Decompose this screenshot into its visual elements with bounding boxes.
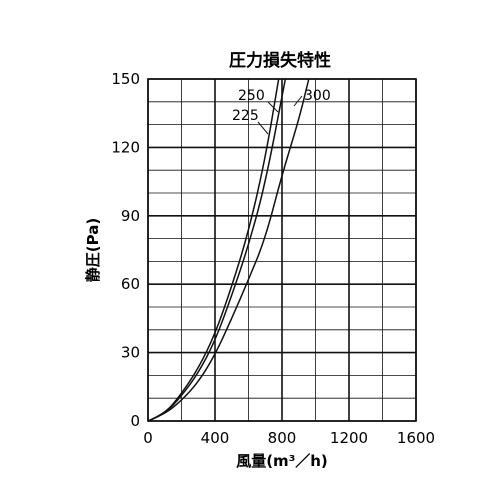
y-axis-label: 静圧(Pa) [84, 218, 102, 282]
x-tick-label: 1200 [330, 429, 368, 447]
curve-label-225: 225 [232, 108, 259, 124]
x-tick-label: 0 [143, 429, 153, 447]
series-curve-225 [147, 78, 280, 422]
y-tick-label: 30 [121, 344, 140, 362]
curve-label-300: 300 [304, 88, 331, 104]
curve-label-250: 250 [238, 88, 265, 104]
x-tick-label: 400 [201, 429, 230, 447]
series-layer [147, 78, 310, 422]
series-curve-250 [147, 78, 287, 422]
y-tick-label: 60 [121, 275, 140, 293]
x-tick-label: 800 [268, 429, 297, 447]
x-tick-labels: 0 400 800 1200 1600 [143, 429, 435, 447]
x-axis-label: 風量(m³／h) [236, 452, 328, 470]
y-tick-label: 90 [121, 207, 140, 225]
curve-label-leader [293, 95, 303, 107]
series-curve-300 [147, 78, 310, 422]
plot-frame [147, 78, 417, 422]
curve-labels: 225 250 300 [232, 88, 331, 135]
y-tick-label: 150 [111, 70, 140, 88]
y-tick-labels: 0 30 60 90 120 150 [111, 70, 140, 430]
y-tick-label: 120 [111, 138, 140, 156]
x-tick-label: 1600 [397, 429, 435, 447]
curve-label-leader [257, 121, 269, 135]
curve-label-leader [267, 101, 279, 113]
chart-title: 圧力損失特性 [229, 50, 331, 71]
grid [147, 78, 417, 422]
y-tick-label: 0 [130, 412, 140, 430]
